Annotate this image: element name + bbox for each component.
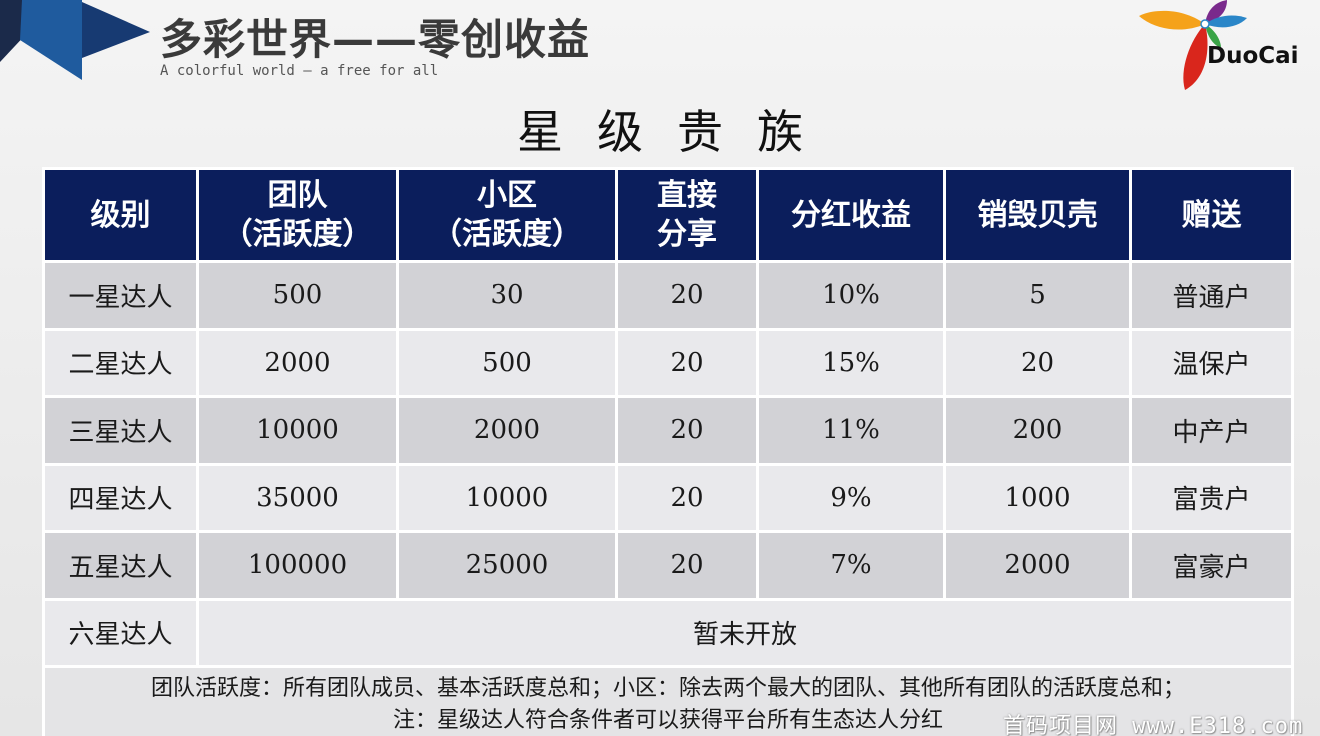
header-team-activity: 团队 （活跃度） (196, 167, 399, 263)
table-row-six-star: 六星达人 暂未开放 (42, 597, 1294, 668)
table-note-row: 团队活跃度：所有团队成员、基本活跃度总和；小区：除去两个最大的团队、其他所有团队… (42, 665, 1294, 736)
note-line-1: 团队活跃度：所有团队成员、基本活跃度总和；小区：除去两个最大的团队、其他所有团队… (150, 675, 1185, 701)
cell-district: 500 (396, 327, 618, 398)
header-burn-shells: 销毁贝壳 (943, 167, 1132, 263)
cell-dividend: 7% (756, 530, 946, 601)
cell-district: 30 (396, 260, 618, 331)
main-title: 多彩世界——零创收益 (160, 15, 591, 64)
cell-level: 六星达人 (42, 597, 199, 668)
cell-share: 20 (615, 530, 759, 601)
table-note: 团队活跃度：所有团队成员、基本活跃度总和；小区：除去两个最大的团队、其他所有团队… (42, 665, 1294, 736)
note-line-2: 注：星级达人符合条件者可以获得平台所有生态达人分红 (392, 707, 943, 733)
table-row: 一星达人 500 30 20 10% 5 普通户 (42, 260, 1294, 331)
cell-dividend: 15% (756, 327, 946, 398)
cell-dividend: 11% (756, 395, 946, 466)
sub-title: A colorful world — a free for all (160, 63, 439, 79)
header-gift: 赠送 (1129, 167, 1294, 263)
star-level-table: 级别 团队 （活跃度） 小区 （活跃度） 直接 分享 分红收益 销毁贝壳 赠送 一星达… (42, 167, 1294, 736)
cell-district: 25000 (396, 530, 618, 601)
page-heading: 星级贵族 (517, 105, 837, 159)
cell-burn: 5 (943, 260, 1132, 331)
flower-logo-icon (1139, 0, 1247, 90)
cell-gift: 温保户 (1129, 327, 1294, 398)
cell-level: 二星达人 (42, 327, 199, 398)
cell-district: 2000 (396, 395, 618, 466)
cell-level: 三星达人 (42, 395, 199, 466)
table-row: 三星达人 10000 2000 20 11% 200 中产户 (42, 395, 1294, 466)
cell-district: 10000 (396, 462, 618, 533)
header-district-activity: 小区 （活跃度） (396, 167, 618, 263)
cell-gift: 中产户 (1129, 395, 1294, 466)
logo-text: DuoCai (1207, 43, 1299, 69)
cell-level: 五星达人 (42, 530, 199, 601)
cell-team: 500 (196, 260, 399, 331)
cell-team: 100000 (196, 530, 399, 601)
header-dividend: 分红收益 (756, 167, 946, 263)
cell-gift: 富贵户 (1129, 462, 1294, 533)
cell-dividend: 9% (756, 462, 946, 533)
cell-burn: 2000 (943, 530, 1132, 601)
cell-not-open: 暂未开放 (196, 597, 1294, 668)
header-level: 级别 (42, 167, 199, 263)
cell-share: 20 (615, 462, 759, 533)
cell-level: 四星达人 (42, 462, 199, 533)
cell-burn: 1000 (943, 462, 1132, 533)
table-row: 二星达人 2000 500 20 15% 20 温保户 (42, 327, 1294, 398)
cell-share: 20 (615, 327, 759, 398)
duocai-logo: DuoCai (1135, 0, 1310, 92)
cell-gift: 富豪户 (1129, 530, 1294, 601)
cell-team: 10000 (196, 395, 399, 466)
watermark: 首码项目网 www.E318.com (1003, 714, 1304, 736)
table-header-row: 级别 团队 （活跃度） 小区 （活跃度） 直接 分享 分红收益 销毁贝壳 赠送 (42, 167, 1294, 263)
cell-team: 35000 (196, 462, 399, 533)
header-direct-share: 直接 分享 (615, 167, 759, 263)
corner-decoration (0, 0, 150, 80)
cell-burn: 200 (943, 395, 1132, 466)
table-row: 四星达人 35000 10000 20 9% 1000 富贵户 (42, 462, 1294, 533)
cell-dividend: 10% (756, 260, 946, 331)
table-row: 五星达人 100000 25000 20 7% 2000 富豪户 (42, 530, 1294, 601)
cell-share: 20 (615, 395, 759, 466)
cell-gift: 普通户 (1129, 260, 1294, 331)
cell-team: 2000 (196, 327, 399, 398)
cell-level: 一星达人 (42, 260, 199, 331)
cell-burn: 20 (943, 327, 1132, 398)
cell-share: 20 (615, 260, 759, 331)
